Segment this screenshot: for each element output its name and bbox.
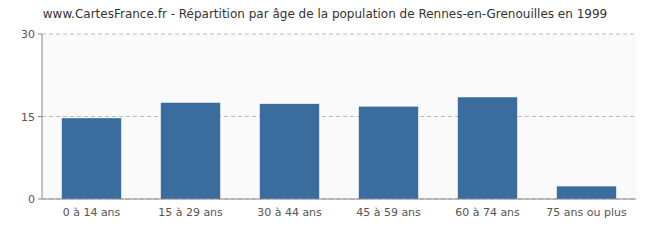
bar <box>557 186 616 199</box>
grid-line <box>42 199 636 200</box>
y-tick <box>38 116 42 117</box>
bars <box>62 97 616 199</box>
y-tick-label: 30 <box>21 28 35 41</box>
x-tick-label: 0 à 14 ans <box>63 206 121 219</box>
x-tick-label: 75 ans ou plus <box>546 206 627 219</box>
grid-line <box>42 116 636 117</box>
bar <box>458 97 517 199</box>
chart-container: www.CartesFrance.fr - Répartition par âg… <box>0 0 650 229</box>
bar <box>62 118 121 199</box>
x-tick-label: 45 à 59 ans <box>356 206 421 219</box>
bar <box>359 107 418 199</box>
y-axis-line <box>42 34 43 199</box>
x-axis-line <box>42 199 636 200</box>
y-tick-label: 15 <box>21 111 35 124</box>
x-tick-label: 30 à 44 ans <box>257 206 322 219</box>
chart-title: www.CartesFrance.fr - Répartition par âg… <box>43 7 607 21</box>
bar <box>260 104 319 199</box>
plot-background <box>42 34 636 199</box>
y-tick <box>38 34 42 35</box>
bar <box>161 103 220 199</box>
x-tick-label: 60 à 74 ans <box>455 206 520 219</box>
chart-svg: www.CartesFrance.fr - Répartition par âg… <box>0 0 650 229</box>
x-tick-label: 15 à 29 ans <box>158 206 223 219</box>
y-tick <box>38 199 42 200</box>
y-tick-label: 0 <box>28 193 35 206</box>
grid-line <box>42 34 636 35</box>
